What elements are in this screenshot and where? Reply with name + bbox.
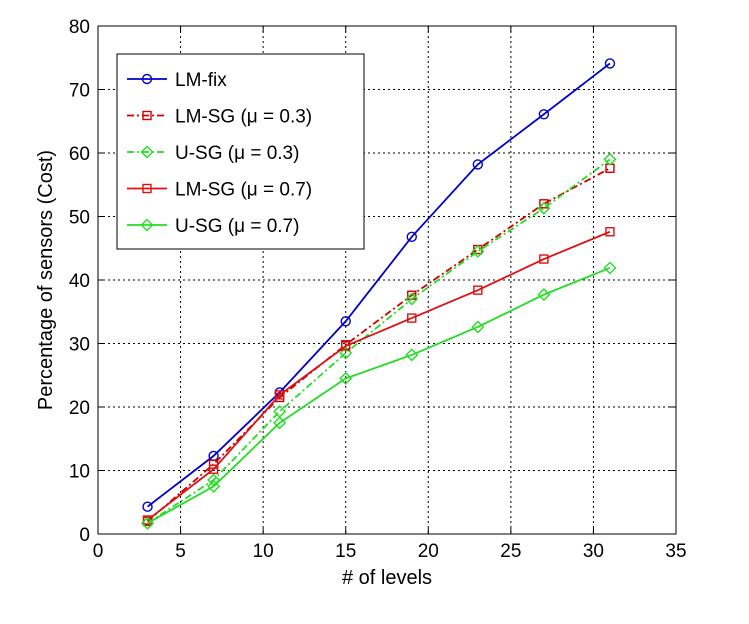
- y-tick-label: 0: [79, 525, 90, 546]
- series-u-sg-0-7: [141, 261, 617, 530]
- data-point: [538, 109, 550, 120]
- x-tick-label: 30: [583, 541, 604, 562]
- data-point: [407, 313, 417, 323]
- legend-entry: U-SG (μ = 0.3): [127, 143, 299, 164]
- data-point: [339, 371, 353, 385]
- legend-marker: [142, 110, 152, 121]
- legend: LM-fix LM-SG (μ = 0.3) U-SG (μ = 0.3) LM-SG…: [116, 53, 365, 250]
- data-point: [141, 516, 155, 530]
- x-tick-label: 15: [335, 541, 356, 562]
- legend-entry: LM-fix: [127, 70, 227, 91]
- data-point: [208, 464, 219, 474]
- series-lm-sg-0-7: [142, 227, 615, 525]
- data-point: [339, 346, 353, 360]
- data-point: [471, 320, 485, 334]
- y-tick-label: 50: [69, 208, 90, 229]
- series-line: [147, 158, 611, 524]
- legend-label: U-SG (μ = 0.7): [175, 216, 299, 237]
- data-point: [603, 152, 617, 166]
- data-point: [207, 479, 221, 493]
- legend-marker: [140, 145, 154, 159]
- legend-label: U-SG (μ = 0.3): [175, 143, 299, 164]
- legend-marker: [141, 73, 153, 85]
- x-tick-label: 20: [418, 541, 439, 562]
- data-point: [537, 288, 551, 302]
- series-line: [146, 230, 611, 521]
- y-tick-label: 60: [69, 144, 90, 165]
- x-tick-label: 5: [175, 541, 186, 562]
- data-point: [603, 261, 617, 275]
- data-point: [142, 501, 153, 512]
- x-tick-label: 25: [500, 541, 521, 562]
- data-point: [605, 227, 615, 237]
- y-axis-label: Percentage of sensors (Cost): [35, 150, 57, 410]
- series-line: [146, 167, 611, 522]
- legend-label: LM-SG (μ = 0.7): [175, 180, 312, 201]
- data-point: [539, 199, 549, 209]
- plot-frame: [97, 25, 677, 535]
- y-tick-label: 80: [69, 17, 90, 38]
- y-tick-label: 30: [69, 335, 90, 356]
- data-point: [273, 416, 287, 430]
- data-point: [537, 201, 551, 215]
- y-tick-label: 20: [69, 398, 90, 419]
- data-point: [406, 231, 417, 243]
- data-point: [473, 285, 483, 295]
- x-tick-label: 0: [93, 541, 104, 562]
- legend-entry: LM-SG (μ = 0.3): [127, 107, 312, 128]
- data-point: [472, 159, 484, 170]
- data-point: [274, 390, 285, 400]
- data-point: [405, 292, 419, 306]
- series-group: [141, 58, 617, 530]
- legend-marker: [140, 218, 154, 232]
- legend-label: LM-fix: [175, 70, 227, 91]
- legend-marker: [142, 183, 152, 194]
- data-point: [405, 348, 419, 362]
- axis-ticks: 0 5 10 15 20 25 30 35 0 10 20 30 40 50 60 70 80: [69, 17, 687, 562]
- data-point: [341, 341, 351, 351]
- legend-label: LM-SG (μ = 0.3): [175, 107, 312, 128]
- data-point: [604, 58, 616, 69]
- y-tick-label: 40: [69, 271, 90, 292]
- x-axis-label: # of levels: [342, 567, 432, 589]
- data-point: [539, 254, 549, 264]
- data-point: [471, 244, 485, 258]
- x-tick-label: 10: [253, 541, 274, 562]
- y-tick-label: 70: [69, 81, 90, 102]
- y-tick-label: 10: [69, 462, 90, 483]
- x-tick-label: 35: [665, 541, 686, 562]
- data-point: [340, 316, 351, 327]
- series-line: [147, 267, 611, 524]
- legend-entry: U-SG (μ = 0.7): [127, 216, 299, 237]
- series-line: [146, 62, 611, 508]
- legend-entry: LM-SG (μ = 0.7): [127, 180, 312, 201]
